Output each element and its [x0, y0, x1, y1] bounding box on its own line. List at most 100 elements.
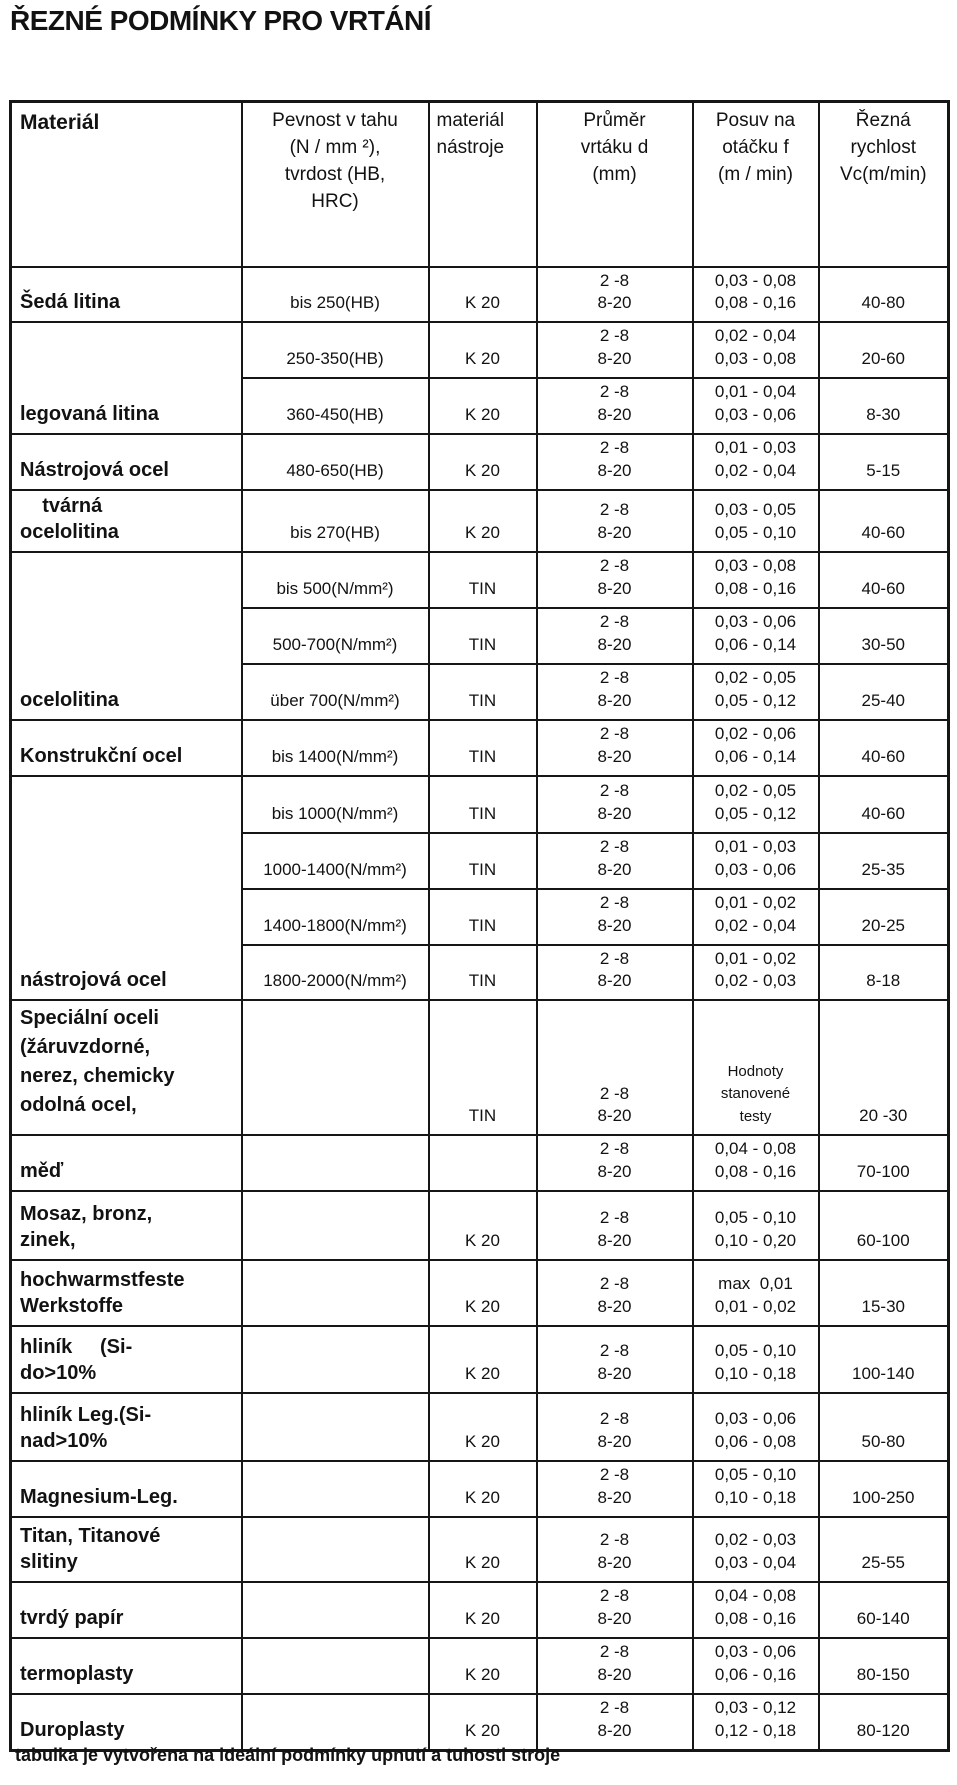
table-row: tvárná ocelolitina bis 270(HB) K 20 2 -8 8-… — [9, 489, 950, 553]
feed-per-rev-cell: 0,02 - 0,05 0,05 - 0,12 — [691, 662, 820, 721]
table-row: měď 2 -8 8-20 0,04 - 0,08 0,08 - 0,16 70-10… — [9, 1134, 950, 1193]
cutting-speed-cell: 5-15 — [817, 433, 950, 491]
strength-hardness-cell — [240, 1692, 430, 1752]
table-row: legovaná litina 250-350(HB) K 20 2 -8 8-20 0… — [9, 321, 950, 436]
page-title: ŘEZNÉ PODMÍNKY PRO VRTÁNÍ — [10, 5, 432, 36]
drill-diameter-cell: 2 -8 8-20 — [535, 774, 694, 834]
drill-diameter-cell: 2 -8 8-20 — [535, 1692, 694, 1752]
cutting-speed-cell: 80-120 — [817, 1692, 950, 1752]
material-cell: Šedá litina — [9, 265, 243, 324]
header-tool-material: materiál nástroje — [427, 100, 538, 268]
material-cell: termoplasty — [9, 1637, 243, 1695]
tool-material-cell: K 20 — [427, 1516, 538, 1584]
feed-per-rev-cell: 0,03 - 0,06 0,06 - 0,08 — [691, 1392, 820, 1463]
drill-diameter-cell: 2 -8 8-20 — [535, 377, 694, 436]
table-row: über 700(N/mm²) TIN 2 -8 8-20 0,02 - 0,05 0… — [11, 662, 950, 721]
strength-hardness-cell — [240, 1259, 430, 1328]
material-cell: Duroplasty — [9, 1692, 243, 1752]
tool-material-cell: K 20 — [427, 1325, 538, 1395]
cutting-speed-cell: 25-40 — [817, 662, 950, 721]
table-row: Konstrukční ocel bis 1400(N/mm²) TIN 2 -8 8… — [9, 718, 950, 777]
table-row: 360-450(HB) K 20 2 -8 8-20 0,01 - 0,04 0,03… — [11, 377, 950, 436]
table-row: 1400-1800(N/mm²) TIN 2 -8 8-20 0,01 - 0,02 … — [11, 887, 950, 946]
drill-diameter-cell: 2 -8 8-20 — [535, 1516, 694, 1584]
strength-hardness-cell: über 700(N/mm²) — [240, 662, 430, 721]
header-cutting-speed: Řezná rychlost Vc(m/min) — [817, 100, 950, 268]
tool-material-cell: TIN — [427, 662, 538, 721]
strength-hardness-cell: 360-450(HB) — [240, 377, 430, 436]
strength-hardness-cell — [240, 999, 430, 1137]
feed-per-rev-cell: 0,03 - 0,05 0,05 - 0,10 — [691, 489, 820, 553]
feed-per-rev-cell: 0,01 - 0,02 0,02 - 0,04 — [691, 887, 820, 946]
strength-hardness-cell — [240, 1392, 430, 1463]
tool-material-cell: TIN — [427, 551, 538, 609]
feed-per-rev-cell: 0,01 - 0,04 0,03 - 0,06 — [691, 377, 820, 436]
table-row: nástrojová ocel bis 1000(N/mm²) TIN 2 -8 8-… — [9, 774, 950, 1002]
feed-per-rev-cell: 0,03 - 0,06 0,06 - 0,14 — [691, 606, 820, 665]
material-cell: hliník (Si- do>10% — [9, 1325, 243, 1395]
material-cell: nástrojová ocel — [9, 774, 243, 1002]
strength-hardness-cell: 250-350(HB) — [240, 321, 430, 380]
table-row: 1800-2000(N/mm²) TIN 2 -8 8-20 0,01 - 0,02 … — [11, 943, 950, 1002]
cutting-speed-cell: 40-60 — [817, 489, 950, 553]
footer-note: tabulka je vytvořena na ideální podmínky… — [15, 1745, 561, 1765]
drill-diameter-cell: 2 -8 8-20 — [535, 831, 694, 890]
tool-material-cell: TIN — [427, 606, 538, 665]
tool-material-cell: K 20 — [427, 1190, 538, 1262]
cutting-speed-cell: 25-55 — [817, 1516, 950, 1584]
tool-material-cell: K 20 — [427, 1259, 538, 1328]
material-cell: Speciální oceli (žáruvzdorné, nerez, che… — [9, 999, 243, 1137]
strength-hardness-cell — [240, 1637, 430, 1695]
feed-per-rev-cell: 0,05 - 0,10 0,10 - 0,20 — [691, 1190, 820, 1262]
tool-material-cell: TIN — [427, 831, 538, 890]
tool-material-cell: TIN — [427, 943, 538, 1002]
cutting-speed-cell: 40-60 — [817, 774, 950, 834]
table-row: termoplasty K 20 2 -8 8-20 0,03 - 0,06 0,06… — [9, 1637, 950, 1695]
tool-material-cell: K 20 — [427, 1692, 538, 1752]
header-drill-diameter: Průměr vrtáku d (mm) — [535, 100, 694, 268]
tool-material-cell: TIN — [427, 887, 538, 946]
feed-per-rev-cell: 0,04 - 0,08 0,08 - 0,16 — [691, 1581, 820, 1639]
strength-hardness-cell — [240, 1516, 430, 1584]
cutting-speed-cell: 30-50 — [817, 606, 950, 665]
tool-material-cell: TIN — [427, 774, 538, 834]
table-row: ocelolitina bis 500(N/mm²) TIN 2 -8 8-20 0,0… — [9, 551, 950, 721]
tool-material-cell: K 20 — [427, 1392, 538, 1463]
material-cell: tvárná ocelolitina — [9, 489, 243, 553]
strength-hardness-cell: 480-650(HB) — [240, 433, 430, 491]
cutting-speed-cell: 100-140 — [817, 1325, 950, 1395]
cutting-conditions-table: Materiál Pevnost v tahu (N / mm ²), tvrd… — [9, 100, 950, 1752]
drill-diameter-cell: 2 -8 8-20 — [535, 1190, 694, 1262]
tool-material-cell: K 20 — [427, 1637, 538, 1695]
table-row: tvrdý papír K 20 2 -8 8-20 0,04 - 0,08 0,08… — [9, 1581, 950, 1639]
material-cell: legovaná litina — [9, 321, 243, 436]
header-strength: Pevnost v tahu (N / mm ²), tvrdost (HB, … — [240, 100, 430, 268]
table-row: Magnesium-Leg. K 20 2 -8 8-20 0,05 - 0,10 0… — [9, 1460, 950, 1519]
strength-hardness-cell: bis 500(N/mm²) — [240, 551, 430, 609]
cutting-speed-cell: 60-140 — [817, 1581, 950, 1639]
tool-material-cell: K 20 — [427, 377, 538, 436]
drill-diameter-cell: 2 -8 8-20 — [535, 606, 694, 665]
table-row: Nástrojová ocel 480-650(HB) K 20 2 -8 8-20 0… — [9, 433, 950, 491]
drill-diameter-cell: 2 -8 8-20 — [535, 265, 694, 324]
cutting-speed-cell: 25-35 — [817, 831, 950, 890]
tool-material-cell: K 20 — [427, 433, 538, 491]
table-row: 1000-1400(N/mm²) TIN 2 -8 8-20 0,01 - 0,03 … — [11, 831, 950, 890]
drill-diameter-cell: 2 -8 8-20 — [535, 321, 694, 380]
strength-hardness-cell: bis 1400(N/mm²) — [240, 718, 430, 777]
strength-hardness-cell: bis 1000(N/mm²) — [240, 774, 430, 834]
cutting-speed-cell: 80-150 — [817, 1637, 950, 1695]
drill-diameter-cell: 2 -8 8-20 — [535, 1581, 694, 1639]
feed-per-rev-cell: 0,01 - 0,03 0,03 - 0,06 — [691, 831, 820, 890]
tool-material-cell: K 20 — [427, 1581, 538, 1639]
material-cell: Konstrukční ocel — [9, 718, 243, 777]
table-row: hliník Leg.(Si- nad>10% K 20 2 -8 8-20 0,03… — [9, 1392, 950, 1463]
material-cell: měď — [9, 1134, 243, 1193]
feed-per-rev-cell: 0,01 - 0,02 0,02 - 0,03 — [691, 943, 820, 1002]
material-cell: Magnesium-Leg. — [9, 1460, 243, 1519]
strength-hardness-cell: 1800-2000(N/mm²) — [240, 943, 430, 1002]
drill-diameter-cell: 2 -8 8-20 — [535, 1392, 694, 1463]
material-cell: Titan, Titanové slitiny — [9, 1516, 243, 1584]
drill-diameter-cell: 2 -8 8-20 — [535, 551, 694, 609]
